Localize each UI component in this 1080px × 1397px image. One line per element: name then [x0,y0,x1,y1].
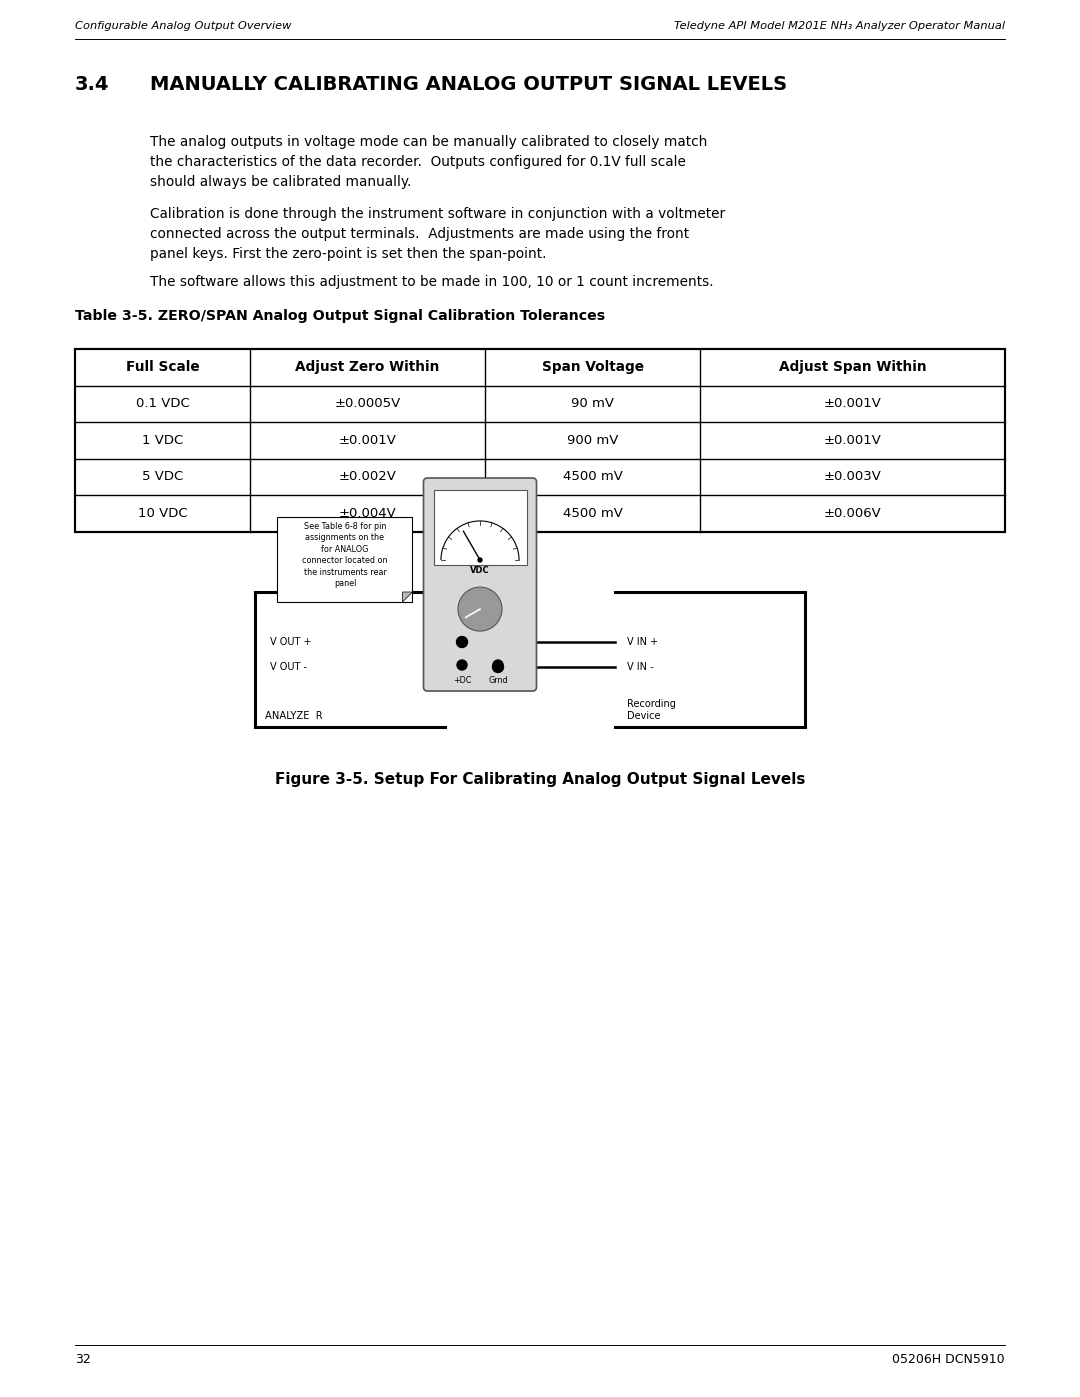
Text: See Table 6-8 for pin
assignments on the
for ANALOG
connector located on
the ins: See Table 6-8 for pin assignments on the… [302,522,388,588]
Text: 1 VDC: 1 VDC [141,433,184,447]
Circle shape [458,587,502,631]
Text: The analog outputs in voltage mode can be manually calibrated to closely match
t: The analog outputs in voltage mode can b… [150,136,707,189]
Text: 5 VDC: 5 VDC [141,471,184,483]
Text: Adjust Zero Within: Adjust Zero Within [295,360,440,374]
Text: ±0.004V: ±0.004V [339,507,396,520]
Text: VDC: VDC [470,566,490,576]
Text: Teledyne API Model M201E NH₃ Analyzer Operator Manual: Teledyne API Model M201E NH₃ Analyzer Op… [674,21,1005,31]
Bar [433,490,527,564]
Text: 0.1 VDC: 0.1 VDC [136,397,189,411]
Text: V IN +: V IN + [627,637,658,647]
Text: Adjust Span Within: Adjust Span Within [779,360,927,374]
Text: 32: 32 [75,1354,91,1366]
Polygon shape [403,592,413,602]
Text: 3.4: 3.4 [75,75,109,94]
Text: Span Voltage: Span Voltage [541,360,644,374]
Text: 05206H DCN5910: 05206H DCN5910 [892,1354,1005,1366]
Text: ±0.001V: ±0.001V [338,433,396,447]
Text: ±0.002V: ±0.002V [338,471,396,483]
Circle shape [457,659,467,671]
Text: ±0.006V: ±0.006V [824,507,881,520]
Circle shape [457,637,468,647]
Text: 4500 mV: 4500 mV [563,471,622,483]
Circle shape [492,662,503,672]
Text: 900 mV: 900 mV [567,433,618,447]
FancyBboxPatch shape [423,478,537,692]
Text: Calibration is done through the instrument software in conjunction with a voltme: Calibration is done through the instrume… [150,207,725,261]
Text: 10 VDC: 10 VDC [137,507,187,520]
Text: ±0.003V: ±0.003V [824,471,881,483]
Text: 4500 mV: 4500 mV [563,507,622,520]
Text: V IN -: V IN - [627,662,653,672]
Text: Configurable Analog Output Overview: Configurable Analog Output Overview [75,21,292,31]
Circle shape [478,557,482,562]
Text: Recording
Device: Recording Device [627,698,676,721]
Text: Table 3-5. ZERO/SPAN Analog Output Signal Calibration Tolerances: Table 3-5. ZERO/SPAN Analog Output Signa… [75,309,605,323]
Text: MANUALLY CALIBRATING ANALOG OUTPUT SIGNAL LEVELS: MANUALLY CALIBRATING ANALOG OUTPUT SIGNA… [150,75,787,94]
Text: ±0.001V: ±0.001V [824,397,881,411]
Text: ANALYZE  R: ANALYZE R [265,711,323,721]
Text: Figure 3-5. Setup For Calibrating Analog Output Signal Levels: Figure 3-5. Setup For Calibrating Analog… [274,773,806,787]
Circle shape [492,659,503,671]
Text: V OUT +: V OUT + [270,637,311,647]
Text: Grnd: Grnd [488,676,508,685]
Text: +DC: +DC [453,676,471,685]
Bar [75,349,1005,531]
Text: ±0.0005V: ±0.0005V [335,397,401,411]
Bar [278,517,413,602]
Text: 90 mV: 90 mV [571,397,615,411]
Text: ±0.001V: ±0.001V [824,433,881,447]
Text: V OUT -: V OUT - [270,662,307,672]
Text: Full Scale: Full Scale [125,360,200,374]
Text: The software allows this adjustment to be made in 100, 10 or 1 count increments.: The software allows this adjustment to b… [150,275,714,289]
